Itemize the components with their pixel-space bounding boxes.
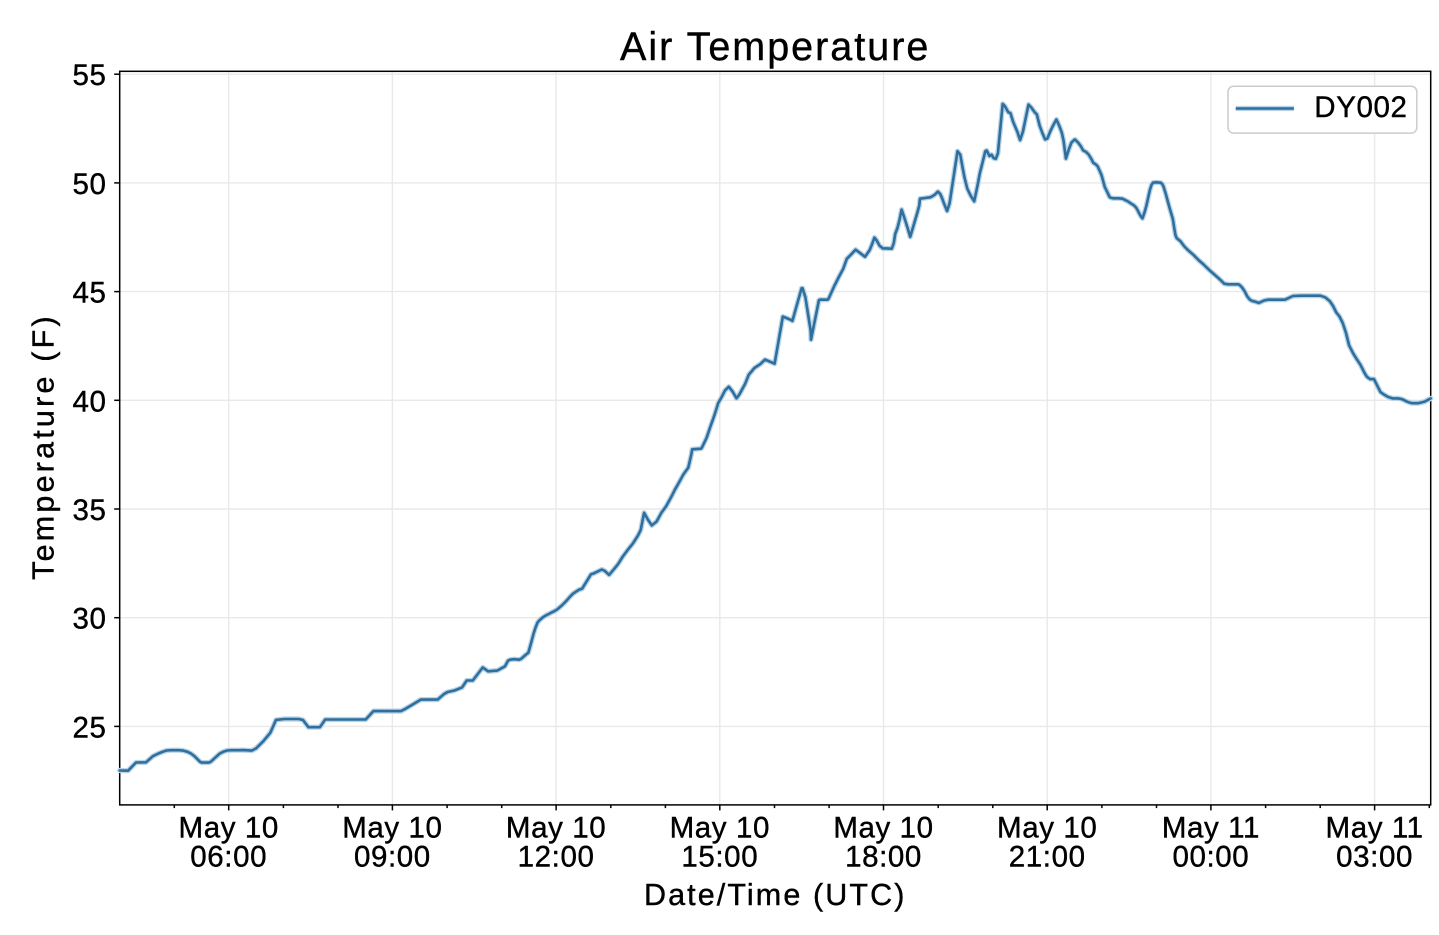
svg-text:09:00: 09:00 — [354, 841, 431, 874]
svg-text:May 10: May 10 — [833, 811, 933, 844]
svg-text:30: 30 — [72, 603, 106, 636]
svg-text:45: 45 — [72, 277, 106, 310]
svg-text:50: 50 — [72, 168, 106, 201]
svg-text:18:00: 18:00 — [845, 841, 922, 874]
svg-text:15:00: 15:00 — [681, 841, 758, 874]
svg-text:03:00: 03:00 — [1336, 841, 1413, 874]
svg-text:May 10: May 10 — [179, 811, 279, 844]
svg-text:May 10: May 10 — [342, 811, 442, 844]
svg-text:25: 25 — [72, 711, 106, 744]
svg-text:May 11: May 11 — [1326, 811, 1424, 844]
svg-text:May 10: May 10 — [997, 811, 1097, 844]
svg-text:Air Temperature: Air Temperature — [620, 25, 930, 69]
svg-text:40: 40 — [72, 385, 106, 418]
svg-text:Date/Time (UTC): Date/Time (UTC) — [644, 878, 907, 912]
svg-text:May 10: May 10 — [506, 811, 606, 844]
svg-text:55: 55 — [72, 59, 106, 92]
svg-text:DY002: DY002 — [1314, 91, 1407, 124]
svg-text:00:00: 00:00 — [1172, 841, 1249, 874]
svg-text:May 11: May 11 — [1162, 811, 1260, 844]
svg-text:May 10: May 10 — [670, 811, 770, 844]
svg-text:21:00: 21:00 — [1009, 841, 1086, 874]
svg-text:35: 35 — [72, 494, 106, 527]
svg-text:Temperature (F): Temperature (F) — [27, 313, 61, 580]
svg-text:06:00: 06:00 — [190, 841, 267, 874]
svg-text:12:00: 12:00 — [518, 841, 595, 874]
